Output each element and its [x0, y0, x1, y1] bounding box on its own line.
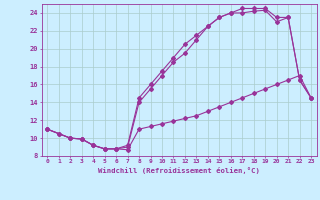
X-axis label: Windchill (Refroidissement éolien,°C): Windchill (Refroidissement éolien,°C) [98, 167, 260, 174]
